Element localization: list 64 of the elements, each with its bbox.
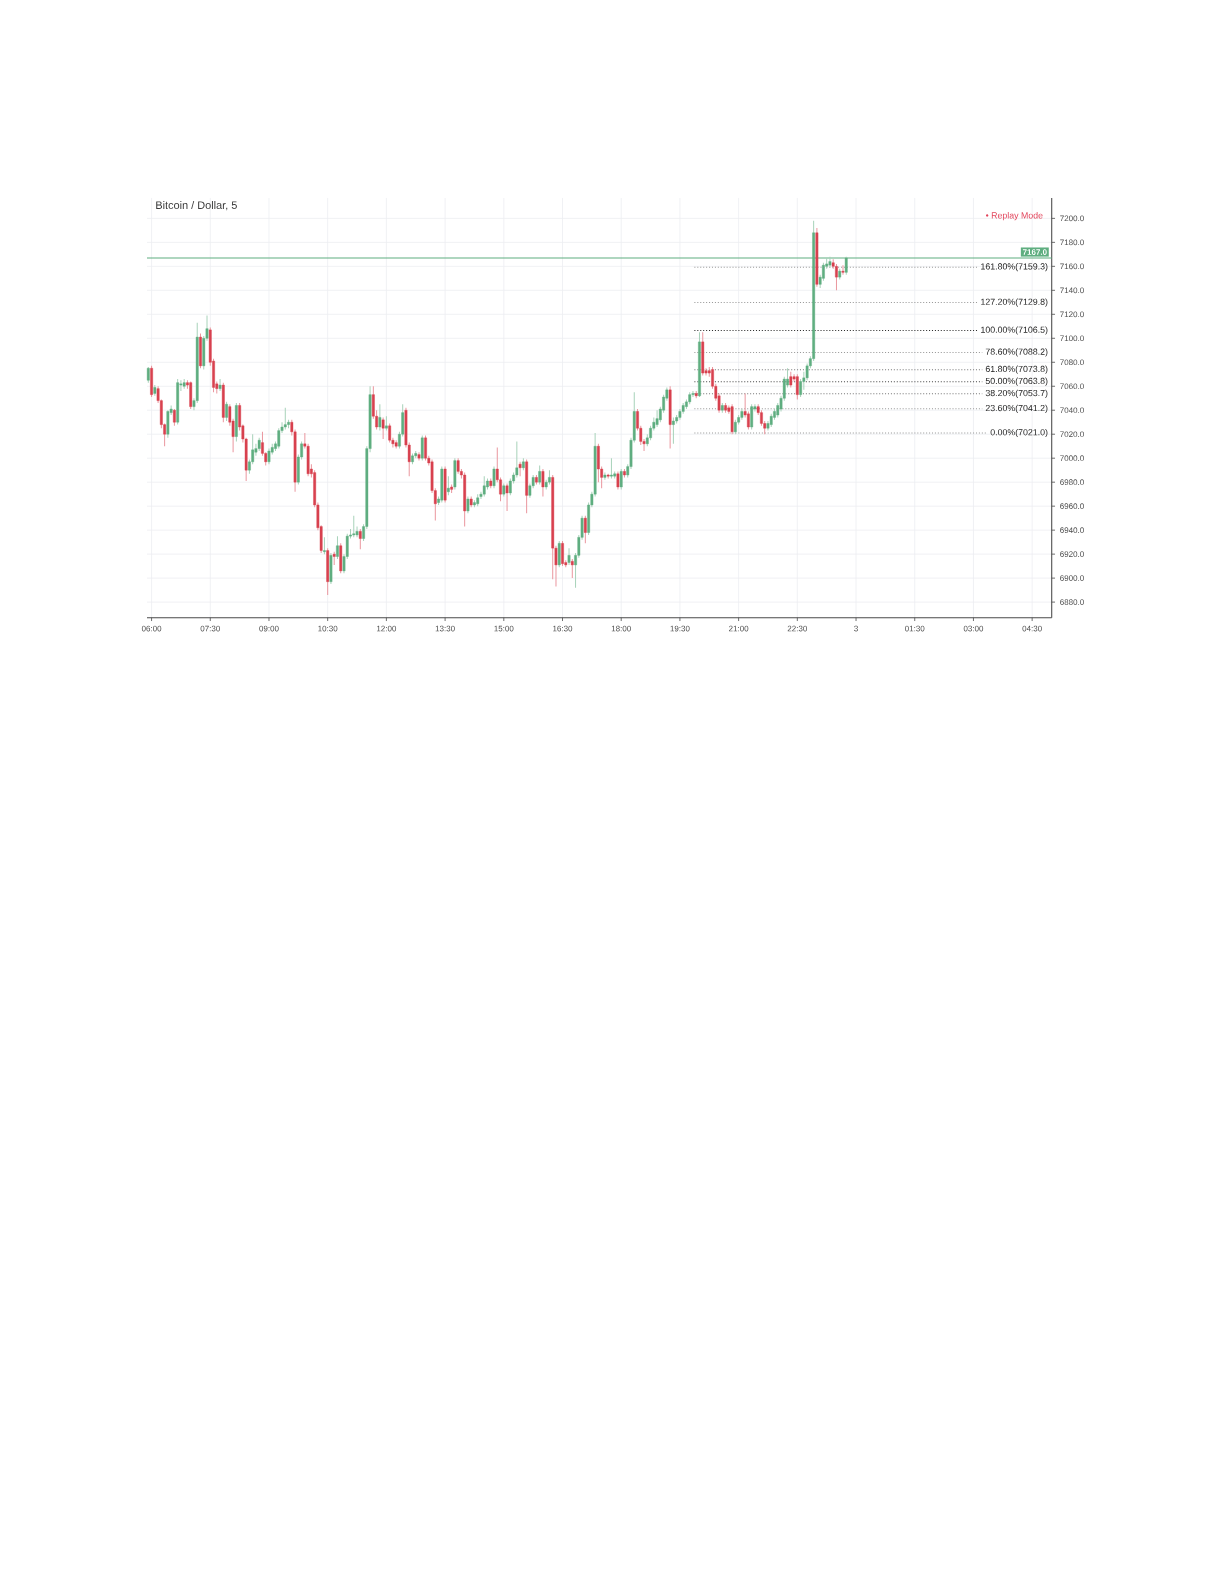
y-tick-label: 6940.0 (1060, 527, 1084, 533)
x-tick-label: 18:00 (611, 625, 631, 632)
y-tick-label: 7120.0 (1060, 311, 1084, 318)
candlestick (570, 558, 574, 579)
y-tick-label: 7180.0 (1060, 239, 1084, 246)
y-tick-label: 7080.0 (1060, 359, 1084, 366)
y-tick-label: 7040.0 (1060, 407, 1084, 414)
x-tick-label: 3 (854, 625, 858, 632)
ref-line-label: 61.80%(7073.8) (985, 365, 1048, 374)
x-tick-label: 03:00 (963, 625, 984, 632)
y-tick-label: 6880.0 (1060, 599, 1084, 605)
candlestick (446, 475, 450, 496)
x-tick-label: 12:00 (376, 625, 397, 632)
x-tick-label: 16:30 (553, 625, 573, 632)
x-tick-label: 19:30 (670, 625, 690, 632)
annotation: • Replay Mode (985, 212, 1043, 221)
ref-line-label: 23.60%(7041.2) (985, 404, 1048, 413)
y-tick-label: 6980.0 (1060, 479, 1084, 486)
ref-line-label: 0.00%(7021.0) (990, 428, 1048, 438)
y-tick-label: 7000.0 (1060, 455, 1084, 462)
ref-line-label: 161.80%(7159.3) (981, 263, 1048, 272)
candlestick (561, 540, 564, 567)
y-tick-label: 7160.0 (1060, 263, 1084, 270)
candlestick (424, 434, 427, 462)
candlestick (336, 535, 339, 560)
x-tick-label: 04:30 (1022, 625, 1042, 632)
candlestick (583, 515, 587, 544)
x-tick-label: 22:30 (787, 625, 808, 632)
candlestick (841, 264, 845, 276)
ref-line-label: 7167.0 (1022, 249, 1047, 255)
x-tick-label: 07:30 (200, 625, 220, 632)
candlestick (283, 407, 287, 430)
x-tick-label: 13:30 (435, 625, 455, 632)
ref-line-label: 38.20%(7053.7) (985, 389, 1048, 398)
chart-title: Bitcoin / Dollar, 5 (156, 200, 237, 211)
y-tick-label: 7020.0 (1060, 431, 1084, 438)
candlestick (610, 457, 613, 480)
x-tick-label: 01:30 (905, 625, 925, 632)
candlestick (225, 401, 228, 422)
candlestick (420, 434, 424, 462)
candlestick (835, 263, 838, 291)
candlestick (388, 422, 392, 444)
ref-line-label: 100.00%(7106.5) (981, 326, 1048, 335)
y-tick-label: 6920.0 (1060, 551, 1084, 557)
x-tick-label: 06:00 (141, 625, 162, 632)
x-tick-label: 09:00 (259, 625, 279, 632)
x-tick-label: 21:00 (729, 625, 749, 632)
candlestick (166, 409, 170, 439)
y-tick-label: 6900.0 (1060, 575, 1084, 581)
y-tick-label: 7100.0 (1060, 335, 1084, 342)
y-tick-label: 7200.0 (1060, 215, 1084, 222)
ref-line-label: 50.00%(7063.8) (985, 377, 1048, 386)
ref-line-label: 78.60%(7088.2) (985, 348, 1048, 357)
candlestick (672, 416, 675, 445)
x-tick-label: 15:00 (494, 625, 514, 632)
candlestick (538, 464, 542, 486)
y-tick-label: 7140.0 (1060, 287, 1084, 294)
ref-line-label: 127.20%(7129.8) (981, 298, 1048, 307)
candlestick (518, 461, 522, 477)
candlestick (358, 528, 362, 550)
x-tick-label: 10:30 (318, 625, 338, 632)
candlestick (655, 409, 659, 428)
y-tick-label: 6960.0 (1060, 503, 1084, 509)
y-tick-label: 7060.0 (1060, 383, 1084, 390)
